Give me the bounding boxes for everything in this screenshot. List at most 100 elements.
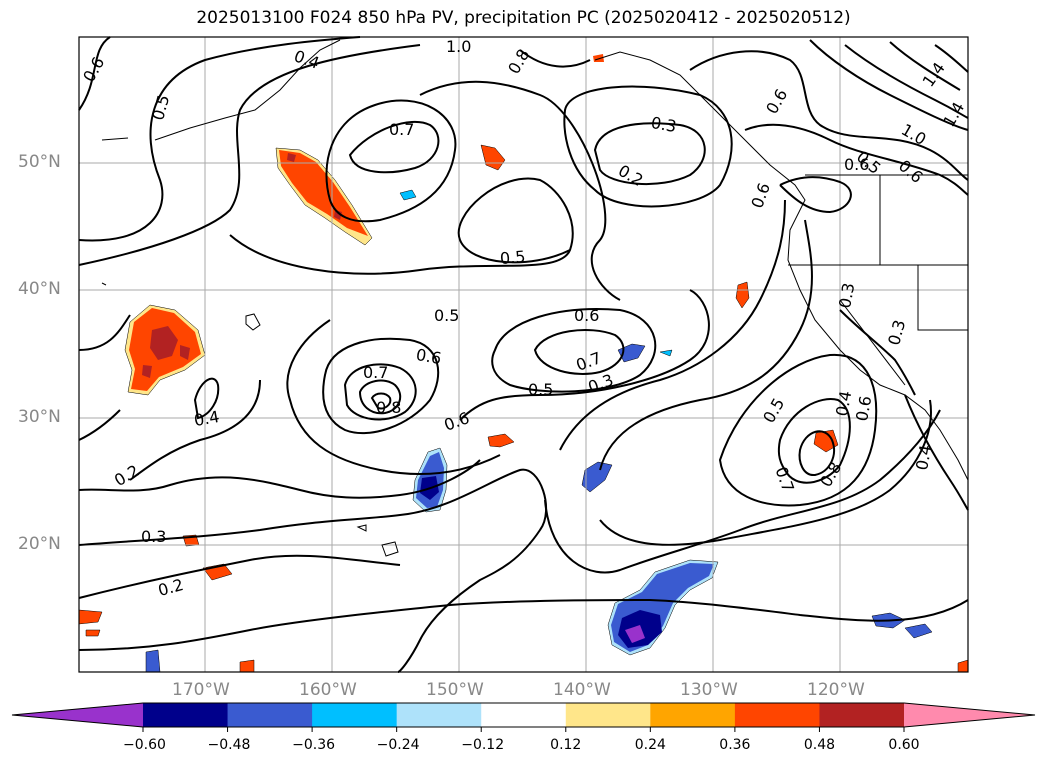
pv-contour (459, 289, 710, 421)
precip-negative-area (904, 623, 933, 639)
colorbar-tick-label: 0.60 (888, 737, 920, 753)
lat-label-20: 20°N (18, 534, 61, 554)
pv-contour (904, 394, 969, 511)
pv-contour (533, 329, 625, 375)
contour-label: 0.5 (499, 246, 527, 269)
lon-label-120w: 120°W (807, 680, 865, 700)
pv-contour (544, 409, 941, 574)
colorbar-tick-label: 0.24 (634, 737, 666, 753)
hawaii-island (381, 541, 399, 557)
pv-contour (599, 399, 932, 546)
pv-contour (348, 120, 440, 174)
contour-label: 0.6 (844, 155, 870, 174)
lon-label-130w: 130°W (680, 680, 738, 700)
contour-label: 0.8 (376, 398, 402, 417)
pv-contour (718, 353, 878, 507)
pv-contours (78, 36, 969, 673)
colorbar-tick-label: −0.60 (123, 737, 166, 753)
lon-label-140w: 140°W (553, 680, 611, 700)
precip-positive-area (813, 429, 839, 453)
pv-contour (370, 392, 392, 410)
map-frame (78, 36, 969, 673)
precip-positive-area (180, 345, 190, 360)
precip-positive-area (78, 609, 103, 625)
precip-negative-area (399, 189, 417, 201)
colorbar-tick-label: 0.48 (803, 737, 836, 753)
precip-negative-area (581, 461, 613, 493)
colorbar-tick-label: −0.36 (292, 737, 336, 753)
precip-positive-area (239, 659, 255, 673)
pv-contour (229, 177, 574, 275)
colorbar-tick-label: −0.24 (376, 737, 420, 753)
pv-contour (322, 337, 440, 435)
pv-contour (78, 36, 111, 111)
state-border (879, 175, 968, 266)
graticule (79, 37, 968, 672)
precip-negative-area (617, 343, 646, 363)
contour-label: 0.3 (141, 527, 167, 546)
alaska-coast (154, 39, 341, 141)
contour-label: 1.0 (446, 37, 472, 56)
precip-positive-area (142, 365, 152, 378)
pv-contour (777, 398, 851, 484)
pv-contour (78, 379, 261, 481)
state-border (839, 299, 906, 386)
pv-contour (325, 99, 457, 223)
pv-contour (78, 314, 131, 351)
precip-negative-area (659, 349, 673, 357)
precip-shading (78, 54, 969, 673)
pv-contour (593, 122, 706, 185)
lat-label-40: 40°N (18, 279, 61, 299)
lat-label-30: 30°N (18, 407, 61, 427)
pv-contour (844, 44, 969, 119)
pv-contour (78, 459, 481, 499)
precip-positive-area (735, 281, 750, 309)
pv-contour (809, 39, 969, 131)
pv-contour (563, 85, 733, 208)
island (245, 313, 261, 331)
contour-label: 0.5 (434, 306, 460, 325)
contour-label: 0.7 (389, 120, 415, 139)
pv-contour (744, 123, 969, 196)
precip-positive-area (334, 210, 342, 220)
state-border (917, 265, 968, 331)
island (101, 137, 129, 141)
precip-positive-area (287, 153, 296, 162)
pv-contour (889, 41, 961, 91)
colorbar-tick-label: −0.12 (461, 737, 505, 753)
pv-contour (934, 44, 969, 73)
lon-label-150w: 150°W (426, 680, 484, 700)
pv-contour (358, 379, 402, 415)
contour-label: 0.6 (574, 306, 600, 325)
lon-label-160w: 160°W (299, 680, 357, 700)
pv-contour (839, 309, 916, 396)
contour-label: 0.7 (363, 363, 389, 382)
pv-contour (193, 377, 220, 420)
pv-contour (78, 44, 421, 266)
lat-label-50: 50°N (18, 152, 61, 172)
precip-negative-area (625, 625, 645, 643)
pv-contour (78, 468, 548, 673)
pv-contour (419, 80, 621, 301)
chart-title: 2025013100 F024 850 hPa PV, precipitatio… (196, 8, 851, 28)
pv-contour (286, 319, 501, 475)
contour-label: 0.5 (528, 380, 554, 399)
pv-contour (343, 363, 417, 421)
colorbar-tick-label: 0.12 (550, 737, 582, 753)
precip-positive-area (279, 150, 368, 236)
coastlines (101, 39, 969, 557)
pv-contour (779, 176, 852, 214)
pv-contour (519, 49, 591, 68)
precip-negative-area (145, 649, 161, 673)
colorbar-tick-label: −0.48 (207, 737, 251, 753)
precip-positive-area (487, 433, 515, 448)
pv-contour (798, 430, 835, 477)
colorbar-tick-label: 0.36 (719, 737, 751, 753)
pv-contour (559, 199, 786, 451)
precip-positive-area (85, 629, 101, 637)
precip-positive-area (150, 326, 178, 360)
pv-contour (599, 219, 813, 471)
pv-contour (689, 50, 969, 181)
lon-label-170w: 170°W (172, 680, 230, 700)
